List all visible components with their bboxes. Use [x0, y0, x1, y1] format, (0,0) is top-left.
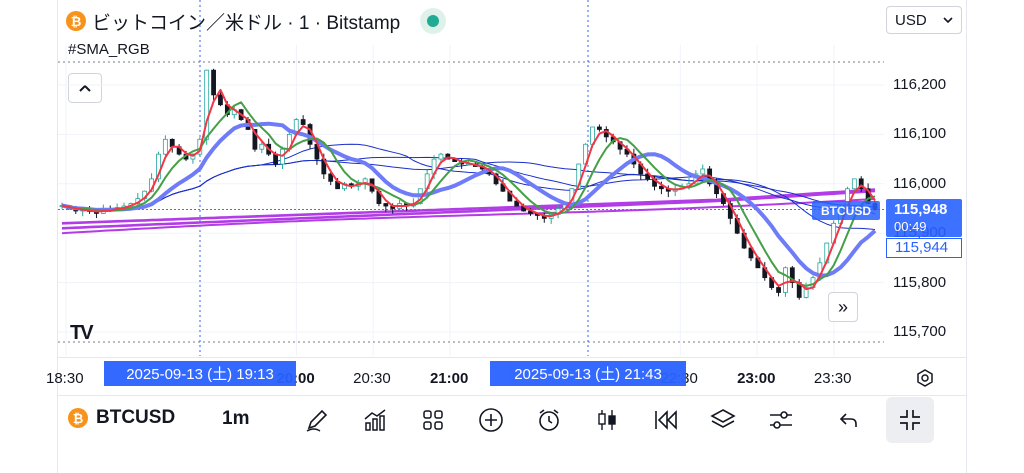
bottom-toolbar: ₿ BTCUSD 1m	[58, 397, 968, 445]
candle-body	[514, 200, 520, 207]
bitcoin-icon: ₿	[68, 408, 88, 428]
chevron-up-icon	[79, 84, 91, 92]
bar-countdown: 00:49	[894, 219, 927, 234]
candle-body	[659, 185, 664, 190]
price-tick-label: 116,200	[893, 76, 947, 93]
indicator-legend[interactable]: #SMA_RGB	[68, 41, 150, 58]
collapse-legend-button[interactable]	[68, 73, 102, 103]
add-icon[interactable]	[476, 405, 506, 435]
candle-body	[169, 138, 175, 148]
chart-settings-gear-icon[interactable]	[914, 367, 936, 389]
candle-body	[858, 178, 864, 190]
candle-body	[204, 69, 210, 140]
candle-body	[576, 163, 582, 190]
last-price-badge: 115,948 00:49	[886, 199, 962, 237]
scroll-to-realtime-button[interactable]: »	[828, 292, 858, 322]
candle-body	[776, 287, 781, 293]
candle-body	[259, 143, 265, 150]
chevron-down-icon	[943, 17, 953, 24]
time-tick-label: 23:30	[813, 370, 852, 387]
candle-body	[789, 267, 795, 283]
layers-icon[interactable]	[708, 405, 738, 435]
alert-icon[interactable]	[534, 405, 564, 435]
market-status[interactable]	[420, 8, 447, 34]
bitcoin-icon: ₿	[66, 11, 86, 31]
candle-body	[218, 94, 223, 106]
sma-red	[61, 88, 876, 291]
candles-icon[interactable]	[592, 405, 622, 435]
tradingview-logo-icon: TV	[70, 322, 94, 344]
candle-body	[645, 173, 651, 180]
candle-body	[162, 138, 168, 155]
symbol-price-tag: BTCUSD	[812, 201, 880, 220]
price-tick-label: 116,100	[893, 125, 947, 143]
sma-purple-2	[61, 188, 876, 225]
pen-icon[interactable]	[302, 405, 332, 435]
time-tick-label: 21:00	[429, 370, 469, 387]
layouts-icon[interactable]	[418, 405, 448, 435]
replay-icon[interactable]	[650, 405, 680, 435]
toolbar-border	[57, 395, 967, 396]
candle-body	[383, 203, 389, 207]
sma-navy-3	[61, 160, 876, 211]
price-tick-label: 116,000	[893, 174, 947, 192]
left-border	[57, 0, 58, 473]
candle-body	[300, 119, 306, 125]
sma-green	[61, 101, 876, 287]
currency-value: USD	[895, 11, 927, 29]
candle-body	[273, 153, 278, 165]
candle-body	[597, 126, 602, 130]
crosshair-time-label-2: 2025-09-13 (土) 21:43	[490, 361, 686, 386]
candle-body	[438, 153, 444, 160]
active-tool-highlight	[886, 397, 934, 443]
symbol-title[interactable]: ビットコイン／米ドル · 1 · Bitstamp	[92, 12, 401, 34]
time-tick-label: 20:30	[353, 370, 391, 387]
chart-header: ₿ ビットコイン／米ドル · 1 · Bitstamp	[66, 8, 447, 34]
candle-body	[803, 287, 809, 298]
indicators-icon[interactable]	[360, 405, 390, 435]
toolbar-symbol-label: BTCUSD	[96, 407, 176, 428]
time-axis-border	[57, 357, 967, 358]
last-price: 115,948	[894, 201, 948, 218]
candle-body	[851, 178, 857, 190]
toolbar-symbol-button[interactable]: ₿ BTCUSD	[68, 407, 175, 429]
time-tick-label: 23:00	[737, 370, 776, 387]
candle-body	[700, 168, 706, 175]
right-border	[966, 0, 967, 473]
candle-body	[783, 267, 788, 293]
price-tick-label: 115,800	[893, 273, 947, 291]
candle-body	[156, 153, 161, 180]
candle-body	[328, 173, 334, 182]
currency-select[interactable]: USD	[886, 6, 962, 34]
price-tick-label: 115,700	[893, 323, 947, 340]
interval-button[interactable]: 1m	[222, 408, 250, 429]
undo-icon[interactable]	[834, 405, 864, 435]
candle-body	[211, 69, 216, 96]
secondary-price-badge: 115,944	[886, 238, 962, 258]
market-status-dot-icon	[427, 15, 440, 27]
exit-fullscreen-icon[interactable]	[895, 405, 925, 435]
candle-body	[252, 129, 258, 150]
time-tick-label: 18:30	[46, 370, 84, 387]
sma-thick-blue	[61, 121, 877, 278]
crosshair-time-label-1: 2025-09-13 (土) 19:13	[104, 361, 296, 386]
settings-icon[interactable]	[766, 405, 796, 435]
